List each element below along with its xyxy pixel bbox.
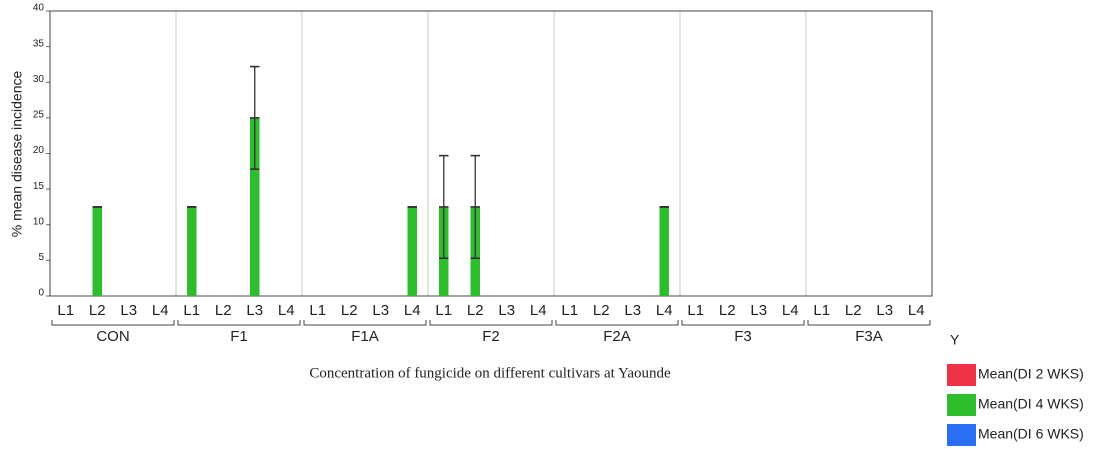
x-tick-label: L3: [120, 302, 137, 319]
group-bracket: [555, 320, 679, 326]
y-tick-label: 40: [33, 3, 45, 14]
x-tick-label: L4: [908, 302, 925, 319]
x-tick-label: L2: [341, 302, 358, 319]
x-tick-label: L2: [593, 302, 610, 319]
x-tick-label: L4: [530, 302, 547, 319]
x-tick-label: L1: [561, 302, 578, 319]
group-label: F3A: [855, 328, 883, 345]
legend-swatch: [947, 394, 976, 416]
group-label: F3: [734, 328, 752, 345]
x-tick-label: L1: [183, 302, 200, 319]
x-tick-label: L3: [624, 302, 641, 319]
group-bracket: [51, 320, 175, 326]
legend-label: Mean(DI 2 WKS): [978, 366, 1084, 382]
y-tick-label: 35: [33, 38, 45, 49]
x-tick-label: L3: [498, 302, 515, 319]
x-axis-title: Concentration of fungicide on different …: [309, 365, 671, 381]
y-tick-label: 30: [33, 74, 45, 85]
x-tick-label: L3: [750, 302, 767, 319]
legend-label: Mean(DI 4 WKS): [978, 396, 1084, 412]
x-tick-label: L1: [435, 302, 452, 319]
x-tick-label: L1: [309, 302, 326, 319]
y-tick-label: 20: [33, 145, 45, 156]
y-tick-label: 0: [38, 288, 44, 299]
legend-swatch: [947, 364, 976, 386]
group-label: F2A: [603, 328, 631, 345]
x-tick-label: L2: [89, 302, 106, 319]
group-bracket: [807, 320, 931, 326]
x-tick-label: L1: [687, 302, 704, 319]
group-bracket: [429, 320, 553, 326]
legend-label: Mean(DI 6 WKS): [978, 426, 1084, 442]
group-bracket: [177, 320, 301, 326]
bar: [92, 206, 102, 296]
x-tick-label: L4: [656, 302, 673, 319]
plot-frame: [49, 10, 933, 297]
y-tick-label: 15: [33, 181, 45, 192]
y-tick-label: 25: [33, 110, 45, 121]
bar: [659, 206, 669, 296]
legend-title: Y: [950, 332, 960, 348]
x-tick-label: L2: [719, 302, 736, 319]
group-label: F2: [482, 328, 500, 345]
x-tick-label: L3: [372, 302, 389, 319]
bar: [407, 206, 417, 296]
x-tick-label: L3: [246, 302, 263, 319]
x-tick-label: L4: [404, 302, 421, 319]
x-tick-label: L1: [57, 302, 74, 319]
group-label: CON: [96, 328, 129, 345]
y-tick-label: 10: [33, 216, 45, 227]
group-bracket: [681, 320, 805, 326]
x-tick-label: L2: [467, 302, 484, 319]
bar: [250, 117, 260, 296]
y-tick-label: 5: [38, 252, 44, 263]
x-tick-label: L4: [278, 302, 295, 319]
x-tick-label: L2: [215, 302, 232, 319]
bar: [187, 206, 197, 296]
y-axis-title: % mean disease incidence: [9, 71, 25, 238]
x-tick-label: L3: [876, 302, 893, 319]
legend-swatch: [947, 424, 976, 446]
x-tick-label: L4: [152, 302, 169, 319]
group-bracket: [303, 320, 427, 326]
group-label: F1A: [351, 328, 379, 345]
x-tick-label: L2: [845, 302, 862, 319]
x-tick-label: L1: [813, 302, 830, 319]
group-label: F1: [230, 328, 248, 345]
x-tick-label: L4: [782, 302, 799, 319]
